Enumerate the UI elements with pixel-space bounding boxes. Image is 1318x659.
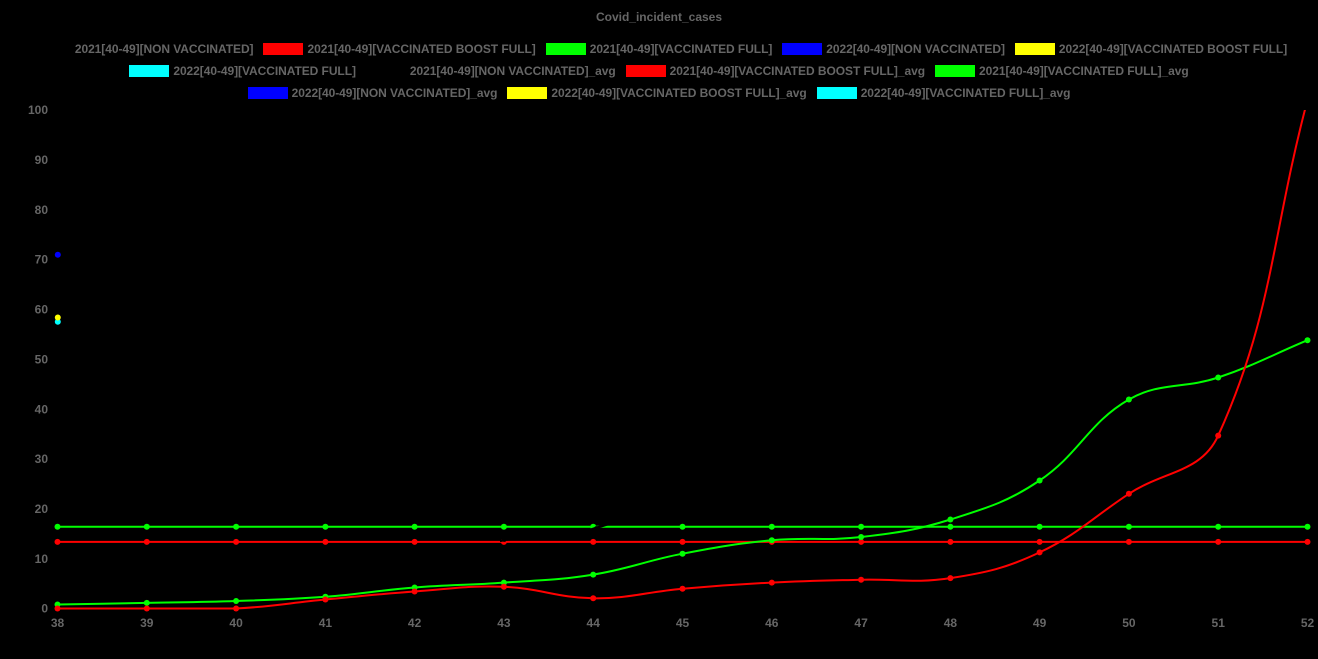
- svg-text:52: 52: [1301, 616, 1315, 630]
- svg-text:100: 100: [28, 103, 48, 117]
- svg-text:42: 42: [408, 616, 422, 630]
- svg-text:38: 38: [51, 616, 65, 630]
- svg-text:40: 40: [229, 616, 243, 630]
- svg-text:80: 80: [35, 203, 49, 217]
- svg-text:50: 50: [35, 352, 49, 366]
- svg-text:51: 51: [1212, 616, 1226, 630]
- svg-text:46: 46: [765, 616, 779, 630]
- svg-text:44: 44: [587, 616, 601, 630]
- svg-text:10: 10: [35, 552, 49, 566]
- svg-text:30: 30: [35, 452, 49, 466]
- svg-text:39: 39: [140, 616, 154, 630]
- svg-text:0: 0: [41, 602, 48, 616]
- svg-text:90: 90: [35, 153, 49, 167]
- svg-text:41: 41: [319, 616, 333, 630]
- svg-text:49: 49: [1033, 616, 1047, 630]
- svg-text:40: 40: [35, 402, 49, 416]
- svg-text:70: 70: [35, 253, 49, 267]
- svg-text:50: 50: [1122, 616, 1136, 630]
- svg-text:60: 60: [35, 303, 49, 317]
- svg-text:43: 43: [497, 616, 511, 630]
- svg-text:45: 45: [676, 616, 690, 630]
- svg-text:48: 48: [944, 616, 958, 630]
- svg-text:47: 47: [854, 616, 868, 630]
- svg-text:20: 20: [35, 502, 49, 516]
